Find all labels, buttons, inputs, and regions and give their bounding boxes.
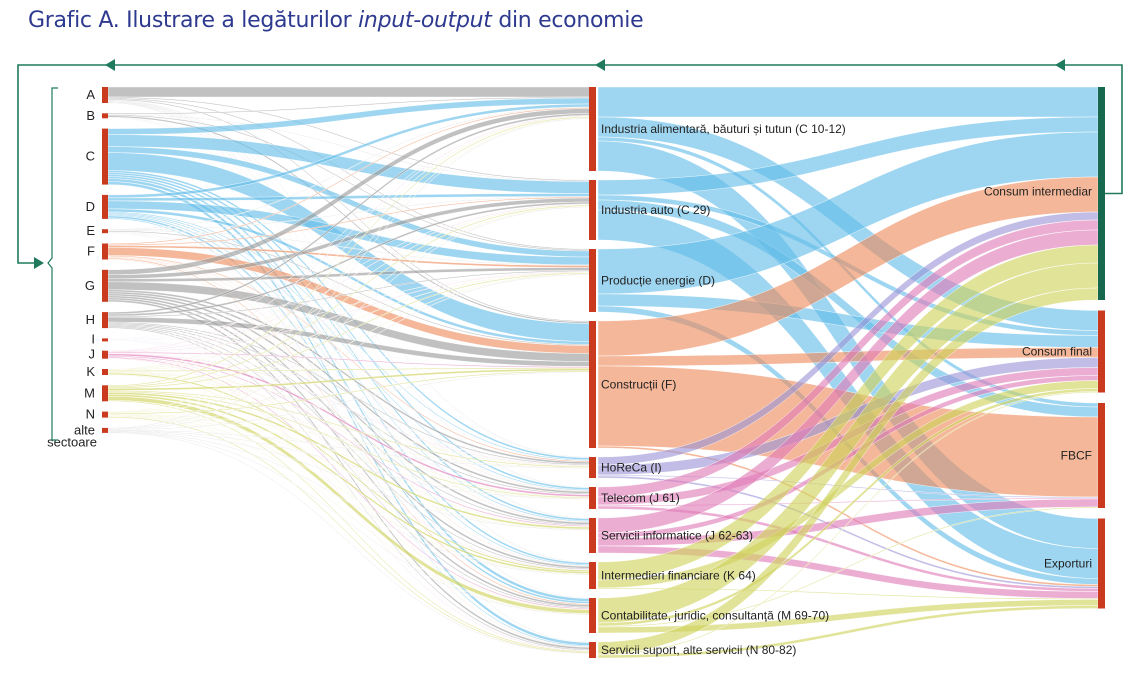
left-node-label: D xyxy=(86,199,95,214)
mid-node-label: Intermedieri financiare (K 64) xyxy=(601,569,756,583)
left-node-label: J xyxy=(89,347,96,362)
flow-A-to-mid-0 xyxy=(107,86,592,98)
left-node-label: N xyxy=(86,407,95,422)
right-node-bar xyxy=(1098,518,1105,609)
right-node-label: Exporturi xyxy=(1044,557,1092,571)
left-node-bar xyxy=(102,87,108,103)
flows xyxy=(107,86,1099,659)
right-node-bar xyxy=(1098,87,1105,300)
left-node-label: G xyxy=(85,278,95,293)
arrowhead-right-icon xyxy=(34,257,44,269)
left-node-bar xyxy=(102,312,108,329)
left-node-bar xyxy=(102,194,108,219)
arrowhead-left-icon xyxy=(595,59,605,71)
title-text-end: din economie xyxy=(491,8,644,33)
mid-node-bar xyxy=(589,562,596,589)
mid-node-label: Servicii suport, alte servicii (N 80-82) xyxy=(601,643,796,657)
left-node-bar xyxy=(102,243,108,260)
mid-node-bar xyxy=(589,87,596,171)
left-node-bar xyxy=(102,269,108,302)
right-node-label: FBCF xyxy=(1061,449,1092,463)
mid-node-bar xyxy=(589,518,596,553)
mid-node-bar xyxy=(589,642,596,658)
left-node-label: K xyxy=(86,364,95,379)
arrowhead-left-icon xyxy=(105,59,115,71)
left-node-label: I xyxy=(91,331,95,346)
nodes xyxy=(102,87,1105,658)
left-node-label: B xyxy=(86,108,95,123)
mid-node-label: Servicii informatice (J 62-63) xyxy=(601,529,753,543)
mid-node-label: Telecom (J 61) xyxy=(601,491,680,505)
left-node-bar xyxy=(102,385,108,402)
chart-title: Grafic A. Ilustrare a legăturilor input-… xyxy=(28,8,644,33)
feedback-arrow xyxy=(17,59,1123,441)
left-node-label: E xyxy=(86,223,95,238)
feedback-line xyxy=(17,64,1123,264)
title-italic: input-output xyxy=(358,8,492,33)
left-node-bar xyxy=(102,427,108,433)
mid-node-bar xyxy=(589,249,596,312)
left-node-bar xyxy=(102,338,108,342)
mid-node-label: HoReCa (I) xyxy=(601,461,662,475)
right-node-label: Consum intermediar xyxy=(984,185,1092,199)
mid-node-label: Contabilitate, juridic, consultanță (M 6… xyxy=(601,609,829,623)
mid-node-bar xyxy=(589,321,596,448)
left-node-bar xyxy=(102,350,108,359)
title-text: Grafic A. Ilustrare a legăturilor xyxy=(28,8,359,33)
mid-node-label: Producție energie (D) xyxy=(601,274,715,288)
mid-node-bar xyxy=(589,487,596,509)
left-node-bar xyxy=(102,128,108,185)
right-node-label: Consum final xyxy=(1022,345,1092,359)
left-node-label: C xyxy=(86,149,95,164)
left-node-bar xyxy=(102,369,108,375)
flow-mid-0-to-right-0 xyxy=(597,86,1099,118)
mid-node-bar xyxy=(589,180,596,240)
mid-node-label: Industria auto (C 29) xyxy=(601,203,710,217)
bracket xyxy=(47,87,58,441)
mid-node-label: Industria alimentară, băuturi și tutun (… xyxy=(601,122,846,136)
left-node-label: H xyxy=(86,312,95,327)
left-node-label: A xyxy=(86,87,95,102)
right-node-bar xyxy=(1098,310,1105,393)
left-node-bar xyxy=(102,411,108,418)
left-node-label: M xyxy=(84,385,95,400)
arrowhead-left-icon xyxy=(1055,59,1065,71)
right-node-bar xyxy=(1098,403,1105,508)
mid-node-bar xyxy=(589,457,596,478)
left-node-label: alte sectoare xyxy=(47,422,97,449)
mid-node-bar xyxy=(589,598,596,633)
left-node-label: F xyxy=(87,244,95,259)
left-node-bar xyxy=(102,229,108,234)
left-node-bar xyxy=(102,113,108,119)
mid-node-label: Construcții (F) xyxy=(601,378,676,392)
